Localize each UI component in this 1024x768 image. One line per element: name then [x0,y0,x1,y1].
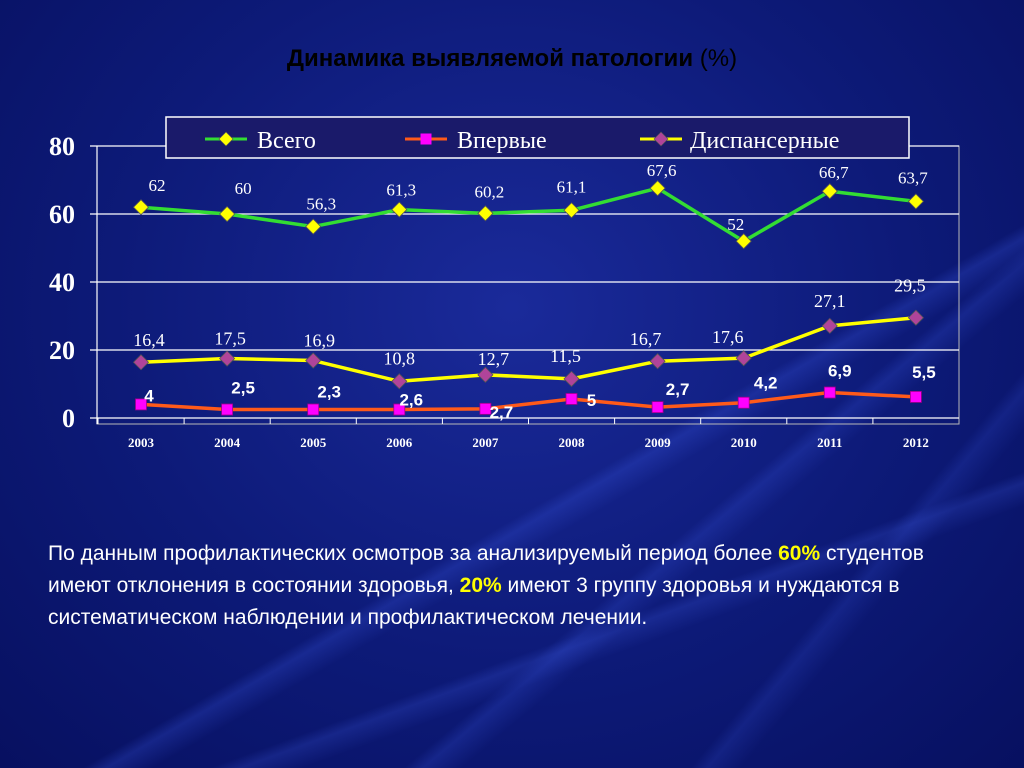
title-suffix: (%) [693,45,738,72]
series-line-2 [140,315,917,384]
x-tick-label: 2009 [645,435,672,450]
data-point [219,350,236,367]
data-label: 62 [149,176,166,195]
data-point [305,352,322,369]
legend-swatch-marker [653,131,669,147]
x-tick-label: 2005 [300,435,327,450]
legend-label: Впервые [457,128,547,154]
legend-label: Всего [257,128,316,154]
data-point [907,309,924,326]
data-label: 17,6 [712,327,744,347]
x-tick-label: 2011 [817,435,842,450]
data-label: 4,2 [754,374,778,393]
series-line-1 [140,390,916,412]
data-label: 16,9 [303,331,335,351]
data-label: 11,5 [550,346,581,366]
caption-highlight-60: 60% [778,542,821,565]
title-bold: Динамика выявляемой патологии [286,45,694,72]
x-tick-label: 2007 [472,435,499,450]
data-point [305,218,322,235]
data-label: 63,7 [898,168,928,187]
data-point [221,403,234,416]
data-label: 12,7 [478,349,510,369]
data-point [649,353,666,370]
data-point [737,396,750,409]
x-tick-label: 2012 [903,435,929,450]
data-label: 52 [727,215,744,234]
data-point [565,393,578,405]
data-point [907,193,924,210]
x-tick-label: 2008 [559,435,586,450]
data-label: 61,3 [386,181,416,200]
x-tick-label: 2004 [214,435,241,450]
y-tick-label: 80 [49,132,75,161]
data-point [563,202,580,219]
data-label: 2,3 [317,383,341,402]
x-tick-label: 2010 [731,435,757,450]
data-label: 10,8 [384,348,416,368]
data-point [219,205,236,223]
y-tick-label: 0 [62,404,75,433]
legend-swatch-marker [420,133,432,145]
legend-box [165,116,910,159]
x-tick-label: 2006 [386,435,413,450]
data-point [391,201,408,218]
y-tick-label: 20 [49,336,75,365]
data-label: 61,1 [557,177,587,196]
data-label: 2,5 [231,379,255,398]
caption-part3: имеют 3 группу здоровья и нуждаются в си… [48,574,900,629]
x-tick-label: 2003 [128,435,155,450]
data-label: 5 [587,391,596,410]
data-point [649,180,666,197]
data-label: 2,7 [666,380,690,399]
data-label: 5,5 [912,363,936,382]
data-point [477,205,494,222]
caption-text: По данным профилактических осмотров за а… [48,538,978,634]
data-label: 29,5 [894,276,926,296]
legend-swatch-marker [218,131,234,147]
data-label: 16,4 [133,330,165,350]
caption-highlight-20: 20% [459,574,502,597]
data-label: 4 [144,386,154,405]
data-point [563,370,580,387]
caption-part2: студентов имеют отклонения в состоянии з… [48,542,924,597]
data-point [393,403,406,416]
caption-part1: По данным профилактических осмотров за а… [48,542,779,565]
data-point [910,391,922,403]
data-label: 60,2 [475,182,505,201]
data-label: 2,6 [399,391,423,410]
data-point [132,199,150,216]
data-label: 67,6 [647,161,677,180]
data-point [735,350,752,367]
data-point [479,402,492,415]
data-point [821,317,838,334]
y-tick-label: 60 [49,200,75,229]
data-point [307,403,320,416]
data-label: 16,7 [630,329,662,349]
data-point [735,233,752,250]
data-label: 27,1 [814,291,846,311]
data-point [391,373,408,390]
data-point [651,401,664,414]
data-point [477,366,494,383]
slide-title: Динамика выявляемой патологии (%) [0,45,1024,73]
data-label: 17,5 [214,329,246,349]
data-label: 56,3 [306,195,336,214]
data-label: 60 [235,179,252,198]
data-point [823,386,836,399]
data-label: 6,9 [828,362,852,381]
data-label: 66,7 [819,163,849,182]
data-label: 2,7 [490,403,514,422]
series-line-0 [140,186,917,243]
y-tick-label: 40 [49,268,75,297]
data-point [135,398,147,411]
data-point [821,183,838,200]
legend-label: Диспансерные [690,128,839,154]
data-point [132,354,150,371]
